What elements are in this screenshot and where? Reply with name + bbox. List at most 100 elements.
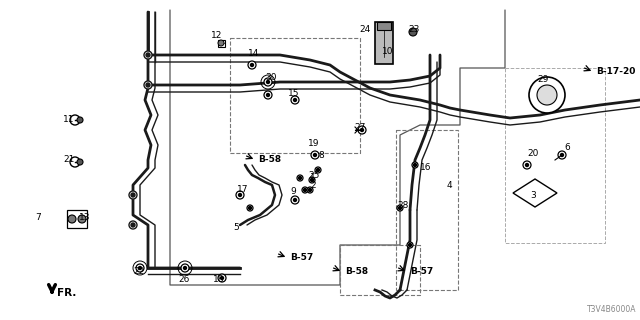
Text: 7: 7 — [35, 213, 41, 222]
Circle shape — [358, 126, 366, 134]
Text: 9: 9 — [290, 188, 296, 196]
Circle shape — [248, 206, 252, 210]
Circle shape — [309, 177, 315, 183]
Text: 28: 28 — [397, 201, 408, 210]
Circle shape — [537, 85, 557, 105]
Bar — [67, 210, 87, 228]
Text: 26: 26 — [178, 276, 189, 284]
Bar — [340, 245, 420, 295]
Bar — [230, 38, 360, 153]
Text: 3: 3 — [530, 190, 536, 199]
Circle shape — [298, 177, 301, 180]
Circle shape — [264, 91, 272, 99]
Text: 19: 19 — [308, 139, 319, 148]
Circle shape — [529, 77, 565, 113]
Text: 2: 2 — [310, 181, 316, 190]
Circle shape — [317, 169, 319, 172]
Text: 29: 29 — [537, 76, 548, 84]
Text: 6: 6 — [564, 143, 570, 153]
Circle shape — [221, 276, 223, 279]
Text: 21: 21 — [63, 156, 74, 164]
Circle shape — [264, 78, 272, 86]
Text: B-17-20: B-17-20 — [596, 68, 636, 76]
Bar — [396, 130, 458, 290]
Circle shape — [291, 196, 299, 204]
Circle shape — [302, 187, 308, 193]
Circle shape — [77, 159, 83, 165]
Text: 24: 24 — [359, 26, 371, 35]
Text: 30: 30 — [265, 74, 276, 83]
Circle shape — [291, 96, 299, 104]
Circle shape — [218, 40, 224, 46]
Circle shape — [397, 205, 403, 211]
Circle shape — [131, 193, 135, 197]
Circle shape — [136, 264, 144, 272]
Text: 8: 8 — [318, 150, 324, 159]
Circle shape — [70, 157, 80, 167]
Circle shape — [314, 154, 317, 156]
Text: B-58: B-58 — [345, 268, 368, 276]
Bar — [505, 68, 605, 243]
Text: 15: 15 — [288, 89, 300, 98]
Circle shape — [558, 151, 566, 159]
Text: 10: 10 — [382, 47, 394, 57]
Text: 5: 5 — [233, 223, 239, 233]
Bar — [375, 22, 393, 64]
Circle shape — [77, 117, 83, 123]
Circle shape — [78, 215, 86, 223]
Circle shape — [181, 264, 189, 272]
Circle shape — [129, 221, 137, 229]
Text: 13: 13 — [79, 213, 90, 222]
Circle shape — [525, 164, 529, 166]
Bar — [218, 39, 225, 46]
Text: 14: 14 — [248, 49, 259, 58]
Text: 18: 18 — [213, 276, 225, 284]
Text: 23: 23 — [408, 26, 419, 35]
Text: 1: 1 — [310, 172, 316, 181]
Circle shape — [248, 61, 256, 69]
Circle shape — [310, 179, 314, 181]
Text: 4: 4 — [447, 180, 452, 189]
Circle shape — [360, 129, 364, 132]
Circle shape — [218, 274, 226, 282]
Text: B-58: B-58 — [258, 156, 281, 164]
Text: FR.: FR. — [57, 288, 76, 298]
Circle shape — [311, 151, 319, 159]
Circle shape — [131, 223, 135, 227]
Circle shape — [68, 215, 76, 223]
Circle shape — [307, 187, 313, 193]
Text: B-57: B-57 — [410, 268, 433, 276]
Text: 17: 17 — [237, 186, 248, 195]
Circle shape — [308, 188, 312, 191]
Circle shape — [129, 191, 137, 199]
Circle shape — [236, 191, 244, 199]
Circle shape — [523, 161, 531, 169]
Circle shape — [239, 194, 241, 196]
Text: B-57: B-57 — [290, 253, 313, 262]
Circle shape — [303, 188, 307, 191]
Circle shape — [266, 93, 269, 97]
Circle shape — [399, 206, 401, 210]
Circle shape — [144, 81, 152, 89]
Circle shape — [138, 267, 141, 269]
Circle shape — [294, 198, 296, 202]
Text: 20: 20 — [527, 148, 538, 157]
Text: 22: 22 — [133, 267, 144, 276]
Circle shape — [247, 205, 253, 211]
Circle shape — [294, 99, 296, 101]
Bar — [377, 22, 391, 30]
Circle shape — [407, 242, 413, 248]
Text: 25: 25 — [308, 171, 319, 180]
Circle shape — [144, 51, 152, 59]
Circle shape — [146, 83, 150, 87]
Circle shape — [315, 167, 321, 173]
Circle shape — [409, 28, 417, 36]
Circle shape — [412, 162, 418, 168]
Text: T3V4B6000A: T3V4B6000A — [586, 305, 636, 314]
Text: 12: 12 — [211, 30, 222, 39]
Circle shape — [266, 81, 269, 84]
Circle shape — [561, 154, 563, 156]
Circle shape — [146, 53, 150, 57]
Circle shape — [250, 63, 253, 67]
Text: 27: 27 — [354, 124, 365, 132]
